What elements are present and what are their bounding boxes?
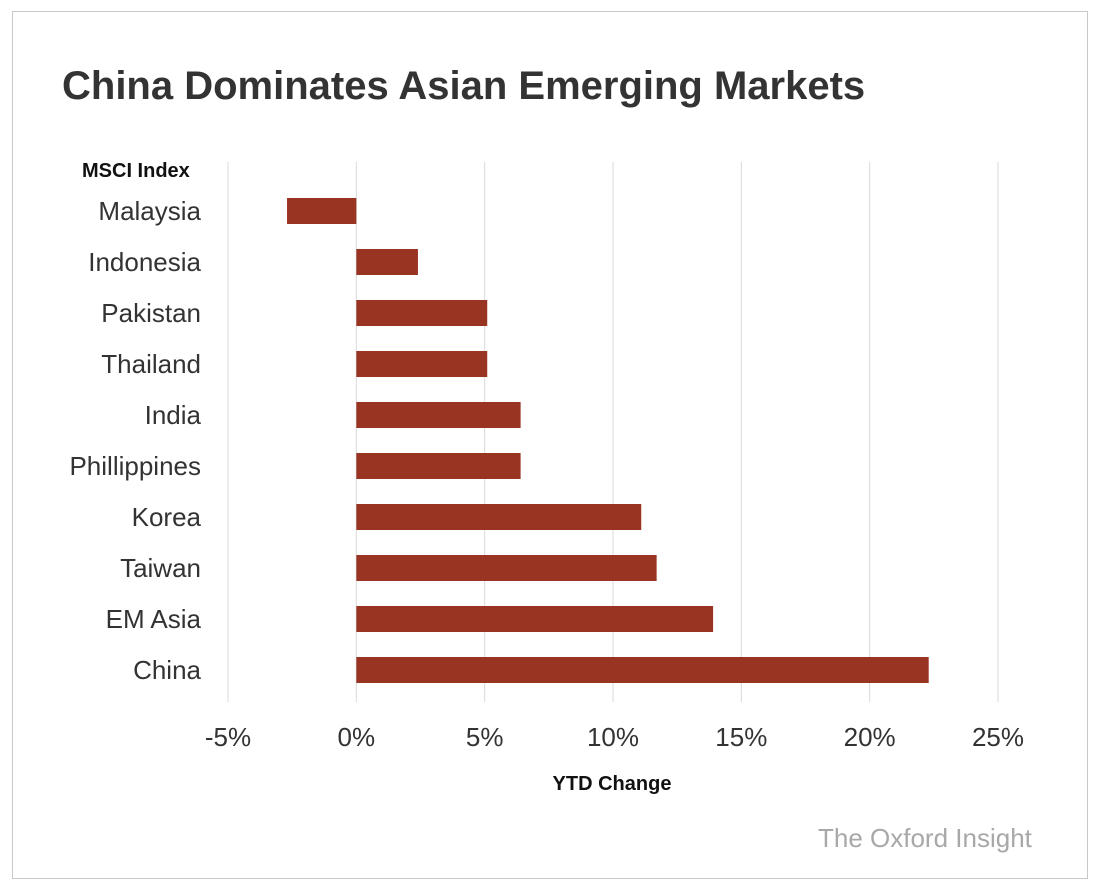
x-tick-label: 25% xyxy=(972,722,1024,752)
category-label: Korea xyxy=(132,502,202,532)
category-label: Phillippines xyxy=(69,451,201,481)
bar xyxy=(356,300,488,326)
x-tick-label: -5% xyxy=(205,722,251,752)
category-label: India xyxy=(145,400,202,430)
bars xyxy=(287,198,929,683)
x-tick-label: 5% xyxy=(466,722,504,752)
bar xyxy=(356,606,714,632)
x-tick-label: 20% xyxy=(844,722,896,752)
bar xyxy=(356,657,929,683)
chart-title: China Dominates Asian Emerging Markets xyxy=(62,64,866,108)
bar xyxy=(356,249,418,275)
chart-frame xyxy=(12,11,1088,879)
category-label: Indonesia xyxy=(88,247,201,277)
category-label: Taiwan xyxy=(120,553,201,583)
category-labels: Malaysia Indonesia Pakistan Thailand India Ph… xyxy=(69,196,201,685)
x-axis-title: YTD Change xyxy=(553,773,672,795)
x-tick-label: 15% xyxy=(715,722,767,752)
bar xyxy=(287,198,357,224)
bar xyxy=(356,453,521,479)
category-label: Pakistan xyxy=(101,298,201,328)
category-label: Thailand xyxy=(101,349,201,379)
bar xyxy=(356,402,521,428)
category-axis-title: MSCI Index xyxy=(82,160,190,182)
bar xyxy=(356,504,642,530)
category-label: EM Asia xyxy=(106,604,202,634)
bar xyxy=(356,555,657,581)
source-credit: The Oxford Insight xyxy=(818,823,1032,853)
x-tick-label: 0% xyxy=(338,722,376,752)
bar xyxy=(356,351,488,377)
category-label: Malaysia xyxy=(98,196,201,226)
x-tick-labels: -5% 0% 5% 10% 15% 20% 25% xyxy=(205,722,1024,752)
category-label: China xyxy=(133,655,201,685)
x-tick-label: 10% xyxy=(587,722,639,752)
